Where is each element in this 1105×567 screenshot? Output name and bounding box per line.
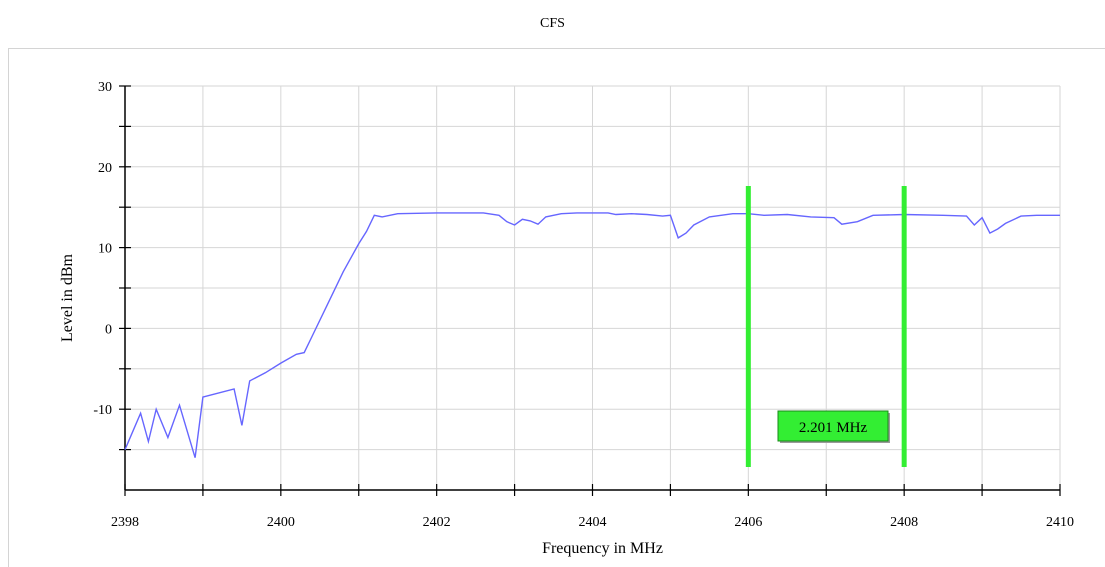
chart-panel	[8, 48, 1105, 567]
y-tick-label: 0	[105, 322, 112, 337]
y-tick-label: 20	[98, 161, 112, 176]
x-tick-label: 2402	[423, 515, 451, 530]
y-tick-label: -10	[93, 403, 112, 418]
y-axis-label: Level in dBm	[59, 253, 76, 342]
annotation-label: 2.201 MHz	[799, 420, 868, 436]
x-tick-label: 2404	[579, 515, 607, 530]
x-tick-label: 2408	[890, 515, 918, 530]
x-tick-label: 2406	[734, 515, 762, 530]
x-axis-label: Frequency in MHz	[542, 540, 663, 557]
x-tick-label: 2410	[1046, 515, 1074, 530]
y-tick-label: 10	[98, 242, 112, 257]
chart-title: CFS	[540, 16, 565, 31]
annotation-box	[777, 410, 889, 442]
gridlines	[125, 85, 1061, 490]
marker-layer: 2.201 MHz	[745, 186, 907, 467]
series-layer	[124, 212, 1060, 458]
x-tick-label: 2400	[267, 515, 295, 530]
series-line	[124, 212, 1060, 458]
axes: -10 0 10 20 30 2398 2400 2402 2404 2406 2408 2410	[93, 80, 1074, 530]
y-tick-label: 30	[98, 80, 112, 95]
x-tick-label: 2398	[111, 515, 139, 530]
